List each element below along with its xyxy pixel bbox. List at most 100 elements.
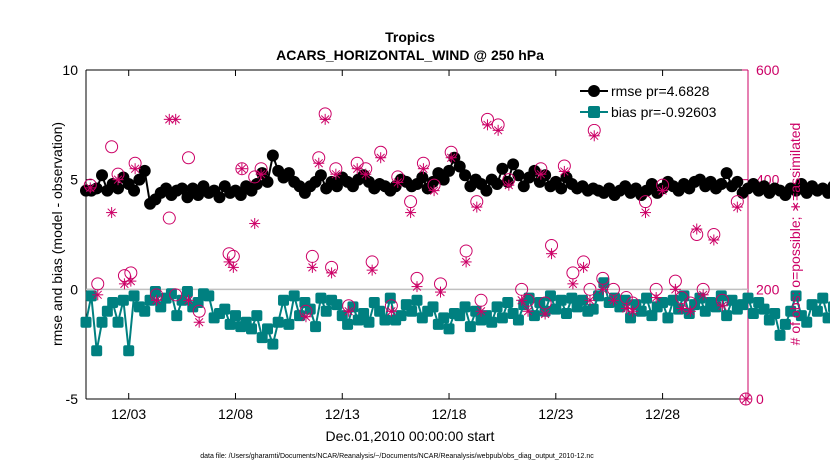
assimilated-obs-point <box>475 305 487 317</box>
asterisk-stroke <box>651 293 661 302</box>
assimilated-obs-point <box>691 223 703 235</box>
bias-point <box>411 294 423 306</box>
bias-point <box>342 318 354 330</box>
bias-point <box>117 294 129 306</box>
asterisk-stroke <box>376 153 385 162</box>
assimilated-obs-point <box>716 300 728 312</box>
assimilated-obs-point <box>471 201 483 213</box>
x-tick-label: 12/28 <box>645 406 680 422</box>
assimilated-obs-point <box>129 163 141 175</box>
bias-point <box>715 290 727 302</box>
legend-box <box>575 80 738 124</box>
plot-background <box>86 70 748 399</box>
asterisk-stroke <box>387 307 396 316</box>
assimilated-obs-point <box>607 294 619 306</box>
bias-point <box>683 307 695 319</box>
asterisk-stroke <box>256 169 266 179</box>
bias-point <box>283 318 295 330</box>
rmse-point <box>314 169 327 182</box>
assimilated-obs-point <box>445 152 457 164</box>
assimilated-obs-point <box>492 124 504 136</box>
x-tick-label: 12/18 <box>432 406 467 422</box>
bias-point <box>801 316 813 328</box>
bias-point <box>528 310 540 322</box>
asterisk-stroke <box>641 208 650 217</box>
rmse-point <box>266 149 279 162</box>
bias-point <box>790 290 802 302</box>
bias-point <box>336 310 348 322</box>
assimilated-obs-point <box>584 294 596 306</box>
assimilated-obs-point <box>326 267 338 279</box>
x-tick-label: 12/13 <box>325 406 360 422</box>
asterisk-stroke <box>429 186 439 195</box>
bias-point <box>454 310 466 322</box>
assimilated-obs-point <box>481 119 493 131</box>
rmse-point <box>192 189 205 202</box>
bias-point <box>395 310 407 322</box>
bias-point <box>635 305 647 317</box>
bias-point <box>427 301 439 313</box>
assimilated-obs-point <box>578 261 590 273</box>
bias-point <box>758 303 770 315</box>
asterisk-stroke <box>406 208 415 217</box>
assimilated-obs-point <box>516 294 528 306</box>
assimilated-obs-point <box>84 182 96 194</box>
y-axis-label: rmse and bias (model - observation) <box>49 122 65 346</box>
bias-point <box>229 310 241 322</box>
assimilated-obs-point <box>343 305 355 317</box>
chart-subtitle: ACARS_HORIZONTAL_WIND @ 250 hPa <box>276 47 544 63</box>
bias-point <box>827 301 830 313</box>
bias-point <box>769 307 781 319</box>
asterisk-stroke <box>224 257 234 267</box>
rmse-point <box>181 191 194 204</box>
bias-point <box>662 312 674 324</box>
rmse-point <box>416 171 429 184</box>
assimilated-obs-point <box>539 308 551 320</box>
assimilated-obs-point <box>392 176 404 188</box>
x-tick-label: 12/08 <box>218 406 253 422</box>
asterisk-stroke <box>308 263 317 272</box>
bias-point <box>176 294 188 306</box>
assimilated-obs-point <box>460 256 472 268</box>
possible-obs-point <box>182 151 196 165</box>
asterisk-stroke <box>113 175 123 184</box>
assimilated-obs-point <box>650 292 662 304</box>
rmse-point <box>427 175 440 188</box>
assimilated-obs-point <box>411 281 423 293</box>
asterisk-stroke <box>130 164 140 173</box>
asterisk-stroke <box>361 169 370 179</box>
assimilated-obs-point <box>106 207 118 219</box>
asterisk-stroke <box>733 202 742 212</box>
asterisk-stroke <box>152 296 161 305</box>
asterisk-stroke <box>540 309 550 319</box>
chart-title: Tropics <box>385 29 435 45</box>
asterisk-stroke <box>352 164 362 173</box>
asterisk-stroke <box>598 285 608 294</box>
x-axis-label: Dec.01,2010 00:00:00 start <box>326 428 495 444</box>
bias-point <box>363 316 375 328</box>
legend: rmse pr=4.6828 bias pr=-0.92603 <box>575 80 738 124</box>
bias-point <box>246 323 257 335</box>
bias-point <box>779 318 791 330</box>
rmse-point <box>480 184 493 197</box>
bias-point <box>128 290 140 302</box>
assimilated-obs-point <box>405 207 417 219</box>
asterisk-stroke <box>472 202 482 212</box>
asterisk-stroke <box>677 304 687 313</box>
asterisk-stroke <box>560 167 569 176</box>
rmse-point <box>459 169 472 182</box>
possible-obs-point <box>162 211 176 225</box>
bias-point <box>155 301 167 313</box>
rmse-point <box>715 178 728 191</box>
legend-rmse-marker <box>588 85 600 97</box>
assimilated-obs-point <box>676 303 688 315</box>
asterisk-stroke <box>692 224 701 234</box>
bias-point <box>491 301 503 313</box>
legend-rmse-label: rmse pr=4.6828 <box>611 83 710 99</box>
rmse-point <box>453 160 466 173</box>
bias-point <box>406 305 418 317</box>
assimilated-obs-point <box>657 185 669 197</box>
x-tick-label: 12/03 <box>111 406 146 422</box>
asterisk-stroke <box>126 276 136 286</box>
possible-obs-point <box>739 392 753 406</box>
